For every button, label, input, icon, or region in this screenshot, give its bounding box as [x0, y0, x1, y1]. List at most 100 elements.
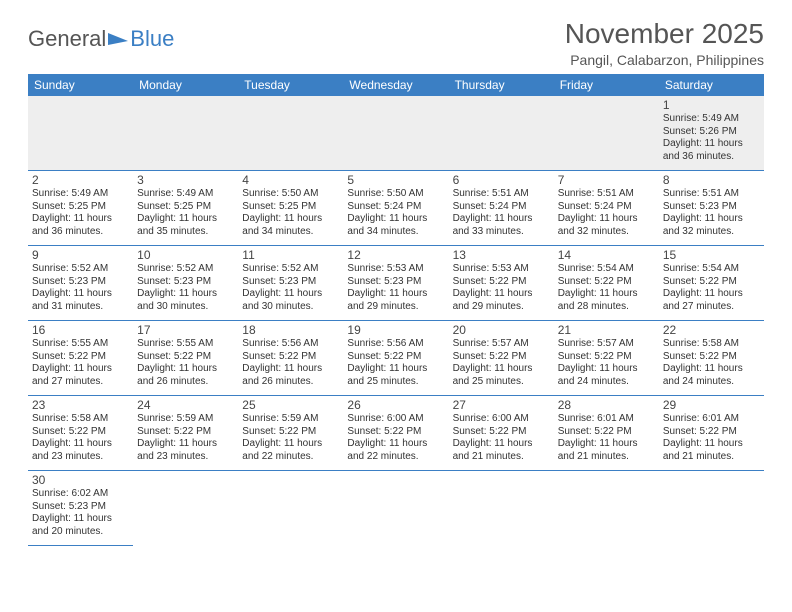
calendar-cell: 27Sunrise: 6:00 AMSunset: 5:22 PMDayligh… [449, 396, 554, 471]
day-info: Sunrise: 5:49 AMSunset: 5:25 PMDaylight:… [137, 188, 234, 238]
day-info: Sunrise: 5:53 AMSunset: 5:22 PMDaylight:… [453, 263, 550, 313]
day-number: 20 [453, 323, 550, 337]
calendar-cell: 9Sunrise: 5:52 AMSunset: 5:23 PMDaylight… [28, 246, 133, 321]
day-info: Sunrise: 5:57 AMSunset: 5:22 PMDaylight:… [453, 338, 550, 388]
day-number: 5 [347, 173, 444, 187]
day-header: Saturday [659, 74, 764, 96]
logo: General Blue [28, 18, 174, 52]
day-number: 17 [137, 323, 234, 337]
day-number: 19 [347, 323, 444, 337]
day-number: 24 [137, 398, 234, 412]
day-number: 10 [137, 248, 234, 262]
calendar-cell: 2Sunrise: 5:49 AMSunset: 5:25 PMDaylight… [28, 171, 133, 246]
day-info: Sunrise: 5:50 AMSunset: 5:24 PMDaylight:… [347, 188, 444, 238]
day-info: Sunrise: 5:59 AMSunset: 5:22 PMDaylight:… [137, 413, 234, 463]
calendar-cell: 19Sunrise: 5:56 AMSunset: 5:22 PMDayligh… [343, 321, 448, 396]
calendar-cell: 13Sunrise: 5:53 AMSunset: 5:22 PMDayligh… [449, 246, 554, 321]
logo-text-2: Blue [130, 26, 174, 52]
day-info: Sunrise: 6:00 AMSunset: 5:22 PMDaylight:… [347, 413, 444, 463]
day-info: Sunrise: 5:51 AMSunset: 5:23 PMDaylight:… [663, 188, 760, 238]
calendar-cell: 3Sunrise: 5:49 AMSunset: 5:25 PMDaylight… [133, 171, 238, 246]
day-number: 4 [242, 173, 339, 187]
calendar-cell: 6Sunrise: 5:51 AMSunset: 5:24 PMDaylight… [449, 171, 554, 246]
calendar-cell: 11Sunrise: 5:52 AMSunset: 5:23 PMDayligh… [238, 246, 343, 321]
day-number: 3 [137, 173, 234, 187]
calendar-cell: 25Sunrise: 5:59 AMSunset: 5:22 PMDayligh… [238, 396, 343, 471]
day-info: Sunrise: 5:53 AMSunset: 5:23 PMDaylight:… [347, 263, 444, 313]
calendar-body: 1Sunrise: 5:49 AMSunset: 5:26 PMDaylight… [28, 96, 764, 546]
day-number: 12 [347, 248, 444, 262]
day-info: Sunrise: 5:55 AMSunset: 5:22 PMDaylight:… [32, 338, 129, 388]
day-number: 28 [558, 398, 655, 412]
calendar-table: Sunday Monday Tuesday Wednesday Thursday… [28, 74, 764, 546]
calendar-cell: 16Sunrise: 5:55 AMSunset: 5:22 PMDayligh… [28, 321, 133, 396]
day-number: 1 [663, 98, 760, 112]
day-header-row: Sunday Monday Tuesday Wednesday Thursday… [28, 74, 764, 96]
calendar-cell: 1Sunrise: 5:49 AMSunset: 5:26 PMDaylight… [659, 96, 764, 171]
page-title: November 2025 [565, 18, 764, 50]
day-info: Sunrise: 5:49 AMSunset: 5:25 PMDaylight:… [32, 188, 129, 238]
calendar-cell: 12Sunrise: 5:53 AMSunset: 5:23 PMDayligh… [343, 246, 448, 321]
header: General Blue November 2025 Pangil, Calab… [28, 18, 764, 68]
day-header: Monday [133, 74, 238, 96]
day-number: 11 [242, 248, 339, 262]
day-number: 29 [663, 398, 760, 412]
day-number: 22 [663, 323, 760, 337]
day-number: 13 [453, 248, 550, 262]
logo-text-1: General [28, 26, 106, 52]
day-number: 9 [32, 248, 129, 262]
day-info: Sunrise: 6:01 AMSunset: 5:22 PMDaylight:… [558, 413, 655, 463]
calendar-cell: 22Sunrise: 5:58 AMSunset: 5:22 PMDayligh… [659, 321, 764, 396]
day-number: 30 [32, 473, 129, 487]
calendar-cell-empty [343, 471, 448, 546]
day-info: Sunrise: 5:54 AMSunset: 5:22 PMDaylight:… [558, 263, 655, 313]
day-info: Sunrise: 5:49 AMSunset: 5:26 PMDaylight:… [663, 113, 760, 163]
day-info: Sunrise: 6:00 AMSunset: 5:22 PMDaylight:… [453, 413, 550, 463]
day-number: 25 [242, 398, 339, 412]
day-info: Sunrise: 5:51 AMSunset: 5:24 PMDaylight:… [453, 188, 550, 238]
location-text: Pangil, Calabarzon, Philippines [565, 52, 764, 68]
day-number: 27 [453, 398, 550, 412]
day-info: Sunrise: 5:52 AMSunset: 5:23 PMDaylight:… [32, 263, 129, 313]
day-info: Sunrise: 5:55 AMSunset: 5:22 PMDaylight:… [137, 338, 234, 388]
day-info: Sunrise: 5:50 AMSunset: 5:25 PMDaylight:… [242, 188, 339, 238]
day-number: 15 [663, 248, 760, 262]
day-info: Sunrise: 6:01 AMSunset: 5:22 PMDaylight:… [663, 413, 760, 463]
day-header: Wednesday [343, 74, 448, 96]
day-info: Sunrise: 5:57 AMSunset: 5:22 PMDaylight:… [558, 338, 655, 388]
calendar-cell: 29Sunrise: 6:01 AMSunset: 5:22 PMDayligh… [659, 396, 764, 471]
day-number: 2 [32, 173, 129, 187]
day-number: 8 [663, 173, 760, 187]
calendar-cell-empty [133, 471, 238, 546]
calendar-cell-empty [133, 96, 238, 171]
calendar-cell: 26Sunrise: 6:00 AMSunset: 5:22 PMDayligh… [343, 396, 448, 471]
calendar-cell-empty [449, 471, 554, 546]
day-number: 21 [558, 323, 655, 337]
calendar-row: 2Sunrise: 5:49 AMSunset: 5:25 PMDaylight… [28, 171, 764, 246]
day-info: Sunrise: 5:58 AMSunset: 5:22 PMDaylight:… [32, 413, 129, 463]
calendar-cell-empty [554, 96, 659, 171]
day-header: Sunday [28, 74, 133, 96]
calendar-cell: 24Sunrise: 5:59 AMSunset: 5:22 PMDayligh… [133, 396, 238, 471]
day-number: 7 [558, 173, 655, 187]
day-info: Sunrise: 5:54 AMSunset: 5:22 PMDaylight:… [663, 263, 760, 313]
calendar-row: 1Sunrise: 5:49 AMSunset: 5:26 PMDaylight… [28, 96, 764, 171]
calendar-cell: 15Sunrise: 5:54 AMSunset: 5:22 PMDayligh… [659, 246, 764, 321]
day-number: 6 [453, 173, 550, 187]
calendar-cell: 21Sunrise: 5:57 AMSunset: 5:22 PMDayligh… [554, 321, 659, 396]
calendar-cell: 4Sunrise: 5:50 AMSunset: 5:25 PMDaylight… [238, 171, 343, 246]
day-info: Sunrise: 5:51 AMSunset: 5:24 PMDaylight:… [558, 188, 655, 238]
day-header: Tuesday [238, 74, 343, 96]
calendar-row: 9Sunrise: 5:52 AMSunset: 5:23 PMDaylight… [28, 246, 764, 321]
calendar-cell-empty [659, 471, 764, 546]
day-number: 18 [242, 323, 339, 337]
title-block: November 2025 Pangil, Calabarzon, Philip… [565, 18, 764, 68]
calendar-cell: 30Sunrise: 6:02 AMSunset: 5:23 PMDayligh… [28, 471, 133, 546]
calendar-cell: 20Sunrise: 5:57 AMSunset: 5:22 PMDayligh… [449, 321, 554, 396]
day-info: Sunrise: 5:52 AMSunset: 5:23 PMDaylight:… [242, 263, 339, 313]
calendar-row: 16Sunrise: 5:55 AMSunset: 5:22 PMDayligh… [28, 321, 764, 396]
calendar-cell: 5Sunrise: 5:50 AMSunset: 5:24 PMDaylight… [343, 171, 448, 246]
calendar-cell: 28Sunrise: 6:01 AMSunset: 5:22 PMDayligh… [554, 396, 659, 471]
day-number: 14 [558, 248, 655, 262]
day-number: 16 [32, 323, 129, 337]
